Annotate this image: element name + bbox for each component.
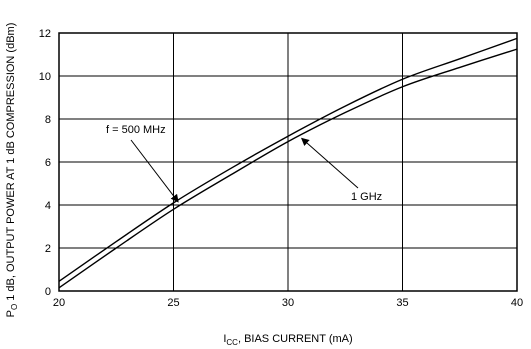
x-axis-label-sub: CC <box>226 338 238 347</box>
annotation-1ghz: 1 GHz <box>351 191 382 203</box>
plot-frame <box>58 32 518 292</box>
annotation-arrow-1ghz <box>300 137 359 189</box>
x-tick-label: 20 <box>53 297 65 309</box>
annotation-500mhz: f = 500 MHz <box>106 124 166 136</box>
x-axis-label-rest: , BIAS CURRENT (mA) <box>238 333 353 345</box>
y-tick-label: 4 <box>45 200 51 212</box>
x-tick-label: 30 <box>282 297 294 309</box>
series-line-500mhz <box>58 37 518 282</box>
y-tick-label: 0 <box>45 286 51 298</box>
x-tick-labels: 20 25 30 35 40 <box>53 297 523 309</box>
y-axis-label-rest: 1 dB, OUTPUT POWER AT 1 dB COMPRESSION (… <box>5 23 17 304</box>
y-tick-label: 10 <box>39 71 51 83</box>
series-lines <box>58 37 518 289</box>
y-axis-label-main: P <box>5 310 17 317</box>
y-tick-label: 8 <box>45 114 51 126</box>
x-axis-label: ICC, BIAS CURRENT (mA) <box>223 333 352 347</box>
annotations: f = 500 MHz 1 GHz <box>106 124 382 203</box>
x-axis-label-main: I <box>223 333 226 345</box>
y-tick-label: 12 <box>39 28 51 40</box>
y-tick-labels: 0 2 4 6 8 10 12 <box>39 28 51 298</box>
y-axis-label-sub: O <box>10 304 19 310</box>
y-tick-label: 2 <box>45 243 51 255</box>
x-tick-label: 35 <box>396 297 408 309</box>
y-axis-label: PO 1 dB, OUTPUT POWER AT 1 dB COMPRESSIO… <box>5 23 19 318</box>
annotation-arrow-500mhz <box>130 139 179 203</box>
x-tick-label: 40 <box>511 297 523 309</box>
x-tick-label: 25 <box>167 297 179 309</box>
y-tick-label: 6 <box>45 157 51 169</box>
series-line-1ghz <box>58 48 518 289</box>
